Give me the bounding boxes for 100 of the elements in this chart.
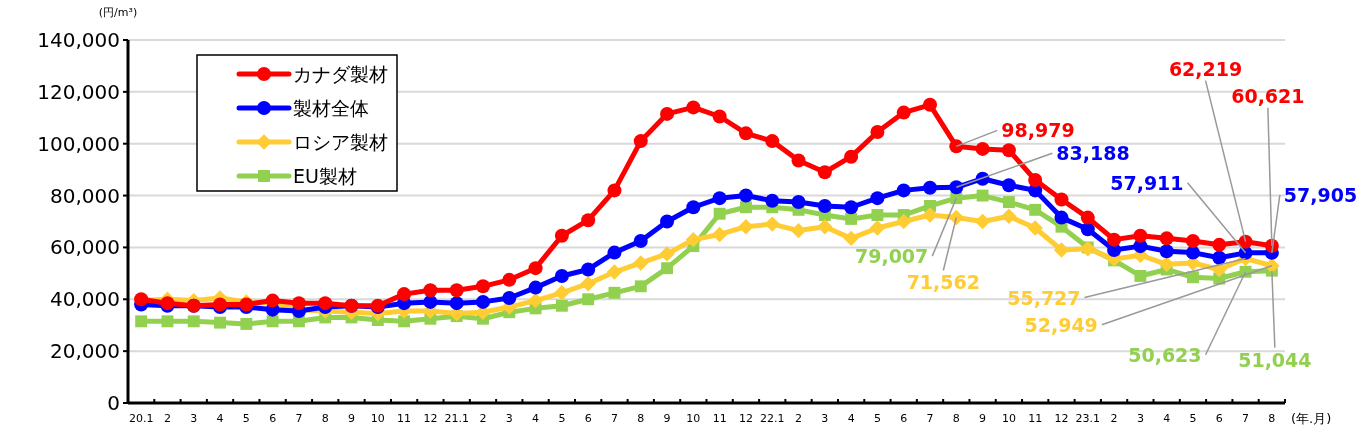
point: [791, 195, 806, 210]
point: [659, 246, 675, 262]
point: [923, 97, 938, 112]
label: 60,621: [1231, 84, 1305, 107]
point: [449, 296, 464, 311]
point: [896, 183, 911, 198]
point: [817, 218, 833, 235]
point: [528, 280, 543, 295]
x-tick-label: 12: [738, 411, 753, 425]
point: [318, 296, 333, 311]
point: [1159, 231, 1174, 246]
label: 55,727: [1007, 286, 1081, 309]
point: [607, 183, 622, 198]
point: [266, 315, 279, 328]
point: [738, 188, 753, 203]
point: [135, 315, 148, 328]
x-tick-label: 7: [1242, 411, 1250, 425]
x-tick-label: 4: [532, 411, 540, 425]
legend-label: 製材全体: [293, 97, 369, 119]
y-tick-label: 140,000: [37, 28, 120, 52]
y-tick-label: 80,000: [50, 183, 120, 208]
label: 57,905: [1283, 183, 1358, 206]
point: [554, 228, 569, 243]
y-tick-label: 0: [107, 391, 120, 415]
point: [607, 245, 622, 260]
label: 79,007: [855, 245, 929, 268]
point: [685, 231, 702, 248]
x-tick-label: 7: [610, 411, 618, 425]
point: [1159, 244, 1174, 259]
x-tick-label: 12: [1054, 411, 1069, 425]
point: [1001, 143, 1016, 158]
point: [896, 105, 911, 120]
x-tick-label: 10: [370, 411, 385, 425]
x-tick-label: 8: [321, 411, 329, 425]
point: [738, 218, 754, 235]
x-tick-label: 11: [397, 411, 412, 425]
x-tick-label: 8: [637, 411, 645, 425]
point: [554, 285, 570, 301]
label: 83,188: [1056, 142, 1130, 165]
point: [817, 165, 832, 180]
x-tick-label: 11: [712, 411, 727, 425]
point: [398, 315, 411, 328]
point: [870, 191, 885, 206]
point: [843, 230, 859, 247]
x-tick-label: 2: [1110, 411, 1118, 425]
point: [869, 220, 886, 236]
label: 62,219: [1168, 57, 1243, 80]
point: [976, 189, 989, 202]
point: [711, 226, 728, 243]
point: [713, 207, 726, 220]
x-tick-label: 3: [505, 411, 513, 425]
point: [974, 213, 991, 230]
y-axis-title: (円/m³): [98, 6, 138, 19]
point: [1054, 192, 1069, 207]
x-tick-label: 5: [873, 411, 881, 425]
x-tick-label: 9: [979, 411, 987, 425]
x-tick-label: 9: [348, 411, 356, 425]
x-tick-label: 7: [295, 411, 303, 425]
point: [686, 200, 701, 215]
point: [240, 317, 253, 330]
x-tick-label: 8: [1268, 411, 1276, 425]
x-tick-label: 2: [795, 411, 803, 425]
point: [712, 191, 727, 206]
point: [581, 213, 596, 228]
point: [765, 193, 780, 208]
point: [896, 213, 912, 230]
point: [764, 216, 780, 232]
legend-label: ロシア製材: [293, 131, 388, 153]
point: [738, 126, 753, 141]
point: [790, 222, 807, 239]
y-tick-label: 120,000: [37, 79, 120, 104]
point: [871, 209, 884, 221]
point: [844, 149, 859, 164]
point: [633, 233, 648, 248]
point: [975, 141, 990, 156]
point: [1133, 228, 1148, 243]
point: [502, 290, 517, 305]
x-tick-label: 11: [1028, 411, 1043, 425]
point: [1185, 233, 1200, 248]
point: [214, 316, 226, 329]
x-tick-label: 5: [242, 411, 250, 425]
point: [580, 276, 596, 292]
point: [844, 200, 859, 215]
point: [1001, 208, 1017, 225]
x-tick-label: 6: [1215, 411, 1223, 425]
point: [1158, 256, 1175, 272]
point: [475, 279, 490, 294]
point: [554, 268, 569, 283]
x-tick-label: 23.1: [1075, 411, 1101, 425]
x-tick-label: 10: [686, 411, 701, 425]
x-tick-label: 6: [584, 411, 592, 425]
label: 71,562: [906, 271, 980, 294]
point: [633, 134, 648, 149]
x-tick-label: 7: [926, 411, 934, 425]
point: [528, 261, 543, 276]
point: [817, 198, 832, 213]
point: [791, 153, 806, 168]
point: [1027, 220, 1043, 236]
point: [1187, 271, 1199, 284]
x-tick-label: 3: [821, 411, 829, 425]
